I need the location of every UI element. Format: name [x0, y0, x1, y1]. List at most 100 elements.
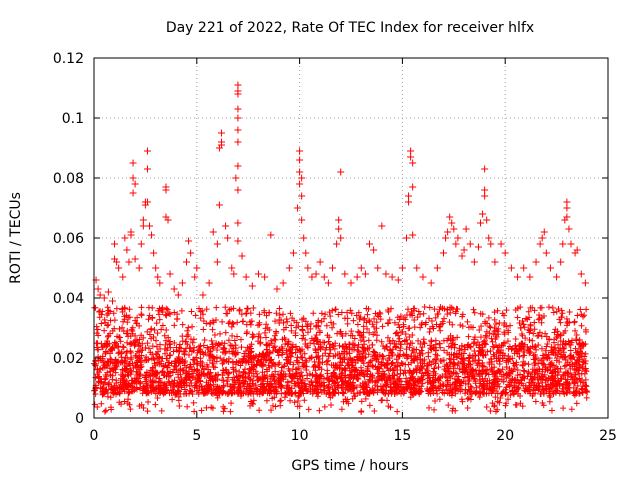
baseline-point	[365, 305, 372, 312]
baseline-point	[525, 347, 532, 354]
data-point	[357, 264, 365, 272]
baseline-point	[169, 396, 176, 403]
data-point	[279, 279, 287, 287]
baseline-point	[140, 387, 147, 394]
baseline-point	[269, 402, 276, 409]
baseline-point	[307, 340, 314, 347]
baseline-point	[541, 352, 548, 359]
baseline-point	[202, 350, 209, 357]
baseline-point	[283, 316, 290, 323]
baseline-point	[572, 345, 579, 352]
data-point	[347, 279, 355, 287]
baseline-point	[129, 388, 136, 395]
baseline-point	[268, 373, 275, 380]
data-point	[131, 180, 139, 188]
baseline-point	[190, 370, 197, 377]
baseline-point	[539, 379, 546, 386]
baseline-point	[127, 406, 134, 413]
baseline-point	[386, 355, 393, 362]
baseline-point	[572, 367, 579, 374]
baseline-point	[430, 325, 437, 332]
baseline-point	[246, 380, 253, 387]
baseline-point	[135, 375, 142, 382]
baseline-point	[378, 338, 385, 345]
baseline-point	[496, 350, 503, 357]
data-point	[444, 228, 452, 236]
baseline-point	[447, 336, 454, 343]
baseline-point	[364, 384, 371, 391]
baseline-point	[447, 309, 454, 316]
baseline-point	[332, 390, 339, 397]
baseline-point	[132, 352, 139, 359]
data-point	[137, 240, 145, 248]
baseline-point	[372, 363, 379, 370]
baseline-point	[373, 355, 380, 362]
baseline-point	[526, 336, 533, 343]
baseline-point	[435, 376, 442, 383]
data-point	[248, 282, 256, 290]
baseline-point	[172, 363, 179, 370]
baseline-point	[580, 341, 587, 348]
baseline-point	[307, 320, 314, 327]
baseline-point	[583, 368, 590, 375]
baseline-point	[425, 315, 432, 322]
baseline-point	[441, 305, 448, 312]
baseline-point	[306, 370, 313, 377]
baseline-point	[154, 395, 161, 402]
baseline-point	[126, 314, 133, 321]
baseline-point	[491, 403, 498, 410]
baseline-point	[242, 359, 249, 366]
baseline-point	[96, 314, 103, 321]
x-tick-label: 10	[291, 428, 309, 444]
baseline-point	[542, 377, 549, 384]
baseline-point	[99, 365, 106, 372]
baseline-point	[489, 343, 496, 350]
baseline-point	[272, 318, 279, 325]
data-point	[353, 273, 361, 281]
data-point	[382, 270, 390, 278]
baseline-point	[361, 315, 368, 322]
baseline-point	[416, 388, 423, 395]
baseline-point	[569, 356, 576, 363]
baseline-point	[250, 305, 257, 312]
baseline-point	[525, 361, 532, 368]
baseline-point	[461, 374, 468, 381]
baseline-point	[159, 368, 166, 375]
baseline-point	[248, 384, 255, 391]
baseline-point	[513, 386, 520, 393]
baseline-point	[145, 316, 152, 323]
baseline-point	[490, 351, 497, 358]
baseline-point	[185, 324, 192, 331]
data-point	[215, 201, 223, 209]
data-point	[312, 270, 320, 278]
baseline-point	[547, 364, 554, 371]
baseline-point	[132, 317, 139, 324]
baseline-point	[539, 366, 546, 373]
baseline-point	[568, 406, 575, 413]
data-point	[148, 231, 156, 239]
baseline-point	[425, 390, 432, 397]
baseline-point	[429, 385, 436, 392]
data-point	[228, 264, 236, 272]
baseline-point	[187, 387, 194, 394]
baseline-point	[105, 381, 112, 388]
baseline-point	[287, 310, 294, 317]
data-point	[170, 285, 178, 293]
baseline-point	[321, 382, 328, 389]
baseline-point	[138, 352, 145, 359]
baseline-point	[387, 383, 394, 390]
baseline-point	[436, 385, 443, 392]
baseline-point	[332, 306, 339, 313]
baseline-point	[563, 315, 570, 322]
baseline-point	[175, 374, 182, 381]
baseline-point	[364, 345, 371, 352]
baseline-point	[534, 370, 541, 377]
baseline-point	[577, 348, 584, 355]
baseline-point	[380, 353, 387, 360]
baseline-point	[240, 355, 247, 362]
baseline-point	[441, 315, 448, 322]
baseline-point	[298, 369, 305, 376]
baseline-point	[272, 368, 279, 375]
data-point	[129, 159, 137, 167]
baseline-point	[538, 345, 545, 352]
